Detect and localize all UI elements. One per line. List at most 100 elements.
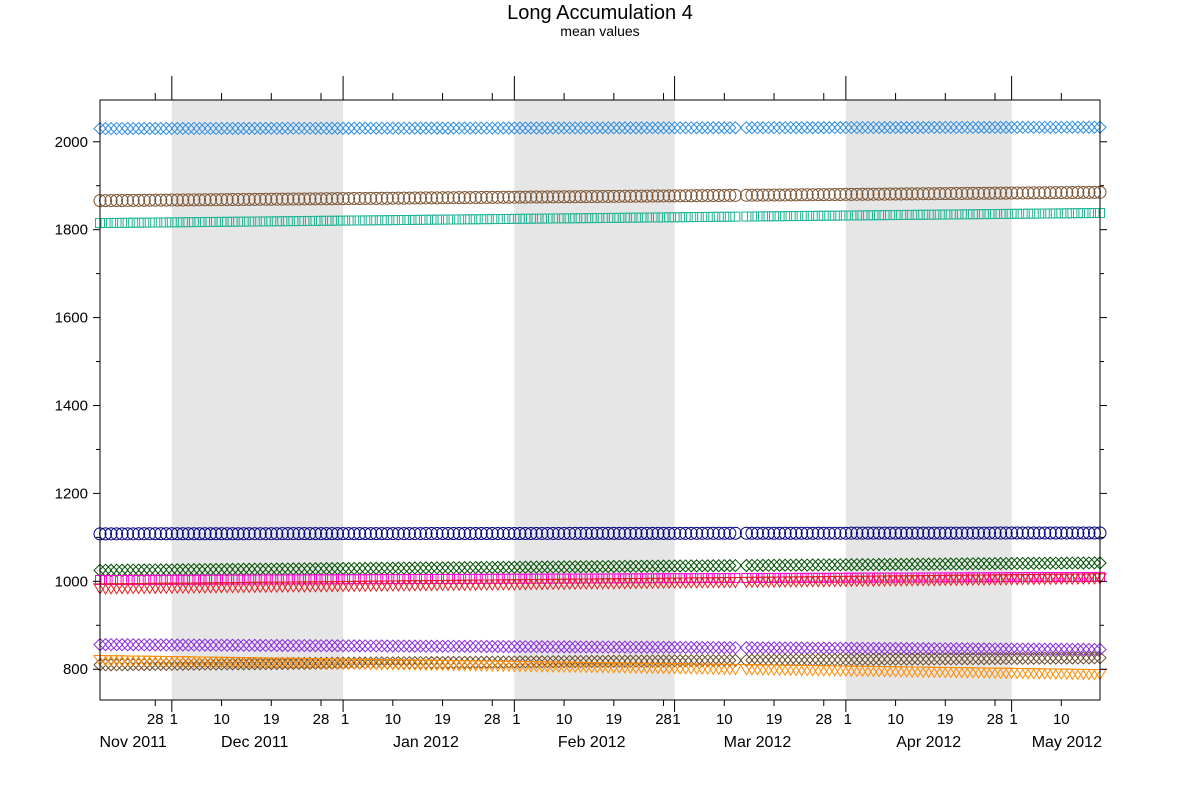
series-4-point — [833, 558, 848, 572]
series-4-point — [645, 559, 660, 573]
series-4-point — [656, 559, 671, 573]
series-7-point — [203, 638, 218, 652]
series-4-point — [1071, 556, 1085, 570]
series-7-point — [922, 641, 936, 656]
series-3-point — [303, 527, 317, 541]
series-4-point — [828, 558, 842, 572]
series-3-point — [767, 526, 781, 540]
series-5-point — [315, 574, 326, 585]
series-2-point — [476, 214, 487, 225]
series-3-point — [347, 527, 361, 541]
series-1-point — [629, 189, 643, 203]
series-3-point — [137, 527, 151, 541]
series-3-point — [491, 526, 505, 540]
series-4-point — [424, 561, 439, 575]
series-3-point — [679, 526, 693, 540]
series-5-point — [282, 574, 293, 585]
series-0-point — [634, 121, 649, 135]
series-3-point — [662, 526, 676, 540]
series-1-point — [712, 188, 726, 202]
series-1-point — [767, 188, 781, 202]
series-8-point — [982, 651, 997, 666]
series-8-point — [192, 657, 207, 671]
series-0-point — [485, 121, 499, 135]
series-8-point — [701, 653, 715, 668]
series-3-point — [817, 526, 831, 540]
series-3-point — [607, 526, 621, 540]
series-2-point — [1039, 208, 1050, 219]
series-2-point — [498, 213, 509, 224]
series-3 — [93, 526, 1107, 541]
series-7-point — [491, 639, 505, 654]
series-8-point — [877, 652, 892, 667]
series-7-point — [551, 640, 566, 654]
series-2-point — [343, 215, 354, 226]
series-7-point — [176, 638, 190, 652]
series-1-point — [110, 194, 124, 208]
series-0-point — [297, 121, 312, 136]
series-3-point — [132, 527, 146, 541]
series-0-point — [1038, 120, 1052, 135]
series-0-point — [1054, 120, 1069, 135]
series-2 — [95, 207, 1105, 229]
series-0-point — [131, 121, 146, 136]
series-3-point — [413, 527, 427, 541]
series-2-point — [967, 209, 978, 220]
series-3-point — [259, 527, 273, 541]
series-1-point — [1043, 186, 1057, 200]
series-2-point — [907, 209, 918, 220]
series-2-point — [536, 213, 547, 224]
series-7-point — [286, 638, 301, 653]
series-1-point — [535, 190, 549, 204]
series-1-point — [800, 188, 814, 202]
series-7-point — [165, 638, 179, 652]
series-2-point — [503, 213, 514, 224]
series-3-point — [275, 527, 289, 541]
series-1-point — [855, 187, 869, 201]
series-0-point — [800, 120, 814, 135]
series-5-point — [741, 573, 752, 584]
series-3-point — [922, 526, 936, 540]
series-0-point — [491, 121, 505, 135]
series-7-point — [209, 638, 223, 652]
series-4-point — [861, 557, 875, 572]
series-2-point — [360, 215, 371, 226]
series-7-point — [905, 641, 919, 656]
series-2-point — [398, 215, 409, 226]
series-4-point — [772, 558, 787, 572]
series-0-point — [109, 121, 124, 136]
series-1-point — [673, 189, 687, 203]
series-2-point — [382, 215, 393, 226]
series-5-point — [360, 574, 371, 585]
series-7-point — [386, 639, 400, 653]
series-8-point — [1060, 651, 1074, 665]
series-7-point — [933, 641, 947, 656]
series-1-point — [347, 192, 361, 206]
series-0-point — [480, 121, 494, 135]
series-4-point — [557, 560, 571, 574]
series-4-point — [485, 560, 499, 575]
series-1-point — [657, 189, 671, 203]
series-1-point — [695, 189, 709, 203]
series-3-point — [281, 527, 295, 541]
series-5-point — [454, 573, 465, 584]
series-3-point — [623, 526, 637, 540]
series-8-point — [684, 653, 698, 668]
series-0-point — [772, 120, 787, 135]
series-5-point — [835, 572, 846, 583]
series-8-point — [535, 655, 549, 669]
series-5-point — [354, 574, 365, 585]
series-0-point — [993, 120, 1008, 135]
series-3-point — [1060, 526, 1074, 540]
series-1-point — [507, 190, 521, 204]
series-0-point — [767, 120, 781, 135]
series-2-point — [575, 213, 586, 224]
series-3-point — [424, 527, 438, 541]
series-1-point — [607, 189, 621, 203]
series-3-point — [684, 526, 698, 540]
series-3-point — [198, 527, 212, 541]
series-7-point — [573, 640, 588, 654]
series-1-point — [1038, 186, 1052, 200]
series-2-point — [310, 215, 321, 226]
series-7-point — [651, 640, 665, 655]
